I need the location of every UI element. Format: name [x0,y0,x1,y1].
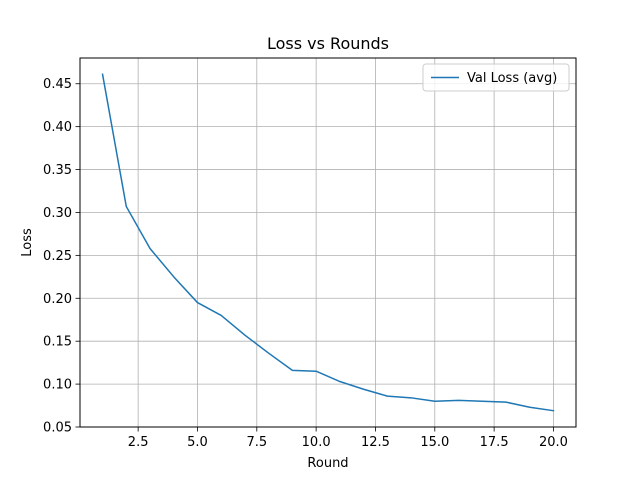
x-tick-label: 15.0 [420,435,449,450]
axis-ticks: 2.5 5.0 7.5 10.0 12.5 15.0 17.5 20.0 0.05 0.10 0.1… [43,77,568,450]
y-tick-label: 0.10 [43,378,72,393]
y-tick-label: 0.35 [43,163,72,178]
x-tick-label: 2.5 [128,435,149,450]
y-tick-label: 0.05 [43,421,72,436]
y-tick-label: 0.25 [43,249,72,264]
x-tick-label: 12.5 [361,435,390,450]
legend-label-val-loss: Val Loss (avg) [467,71,557,86]
x-tick-label: 20.0 [539,435,568,450]
chart-title: Loss vs Rounds [267,34,389,53]
y-tick-label: 0.15 [43,335,72,350]
series-layer [101,73,555,412]
x-tick-label: 17.5 [480,435,509,450]
y-tick-label: 0.20 [43,292,72,307]
x-tick-label: 5.0 [187,435,208,450]
y-axis-title: Loss [20,228,35,257]
plot-frame [79,57,577,428]
legend-box [422,63,570,92]
series-line-val-loss [101,73,555,412]
y-tick-label: 0.45 [43,77,72,92]
x-tick-label: 10.0 [302,435,331,450]
x-axis-title: Round [307,456,348,471]
legend: Val Loss (avg) [422,63,570,92]
y-tick-label: 0.40 [43,120,72,135]
y-tick-label: 0.30 [43,206,72,221]
x-tick-label: 7.5 [246,435,267,450]
